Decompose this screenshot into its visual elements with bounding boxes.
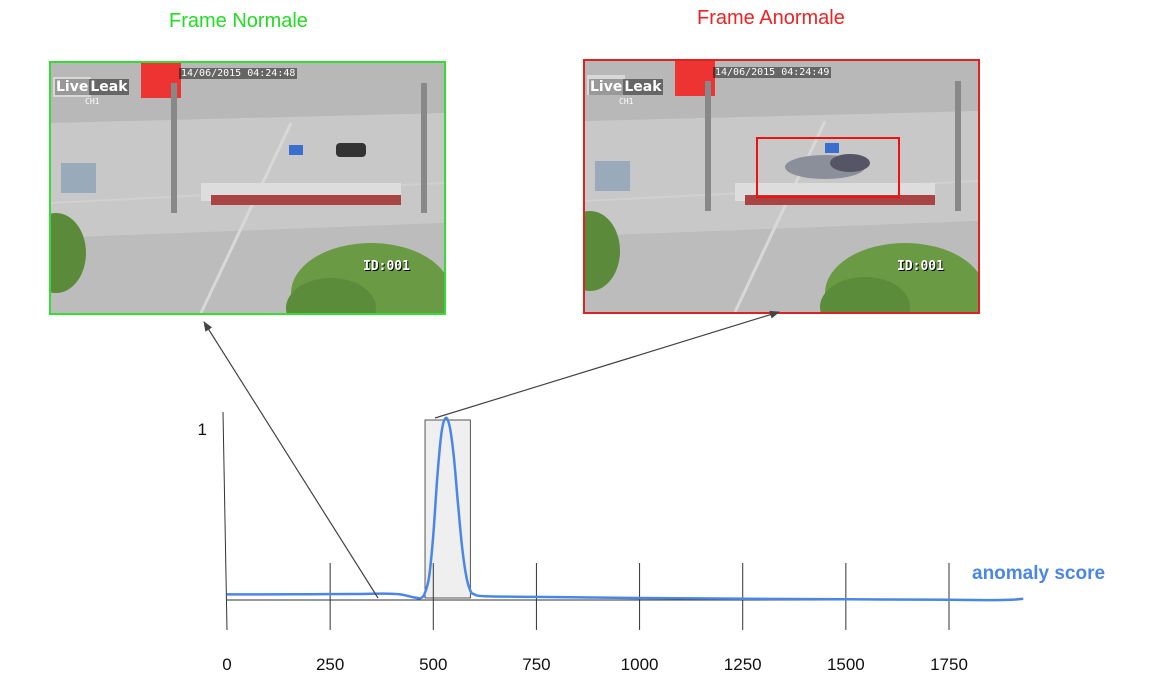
anomaly-bounding-box <box>756 137 900 198</box>
normal-brand-logo: Live Leak <box>55 79 129 95</box>
arrow-to-normal-frame <box>203 321 379 599</box>
normal-channel-label: CH1 <box>85 97 100 106</box>
series-label: anomaly score <box>972 563 1105 584</box>
anomaly-frame-timestamp: 14/06/2015 04:24:49 <box>713 67 832 78</box>
anomaly-channel-label: CH1 <box>619 97 634 106</box>
highlight-region <box>424 419 471 599</box>
normal-camera-id: ID:001 <box>363 259 410 274</box>
y-axis <box>222 411 228 631</box>
anomaly-camera-id: ID:001 <box>897 259 944 274</box>
x-tick-label: 1750 <box>930 655 968 674</box>
anomaly-brand-logo: Live Leak <box>589 79 663 95</box>
x-tick-label: 1500 <box>827 655 865 674</box>
normal-frame-image: 14/06/2015 04:24:48 Live Leak CH1 ID:001 <box>49 61 446 315</box>
anomaly-frame-image: 14/06/2015 04:24:49 Live Leak CH1 ID:001 <box>583 59 980 314</box>
x-tick-label: 1250 <box>724 655 762 674</box>
x-tick-label: 1000 <box>621 655 659 674</box>
anomaly-score-line <box>226 416 1024 602</box>
x-tick-label: 250 <box>316 655 344 674</box>
normal-frame-title: Frame Normale <box>169 10 308 32</box>
x-tick-label: 500 <box>419 655 447 674</box>
y-tick-label: 1 <box>198 420 207 439</box>
x-tick-label: 0 <box>222 655 231 674</box>
x-tick-label: 750 <box>522 655 550 674</box>
anomaly-frame-title: Frame Anormale <box>697 7 845 29</box>
arrow-to-anomaly-frame <box>434 310 780 419</box>
normal-frame-timestamp: 14/06/2015 04:24:48 <box>179 68 298 79</box>
